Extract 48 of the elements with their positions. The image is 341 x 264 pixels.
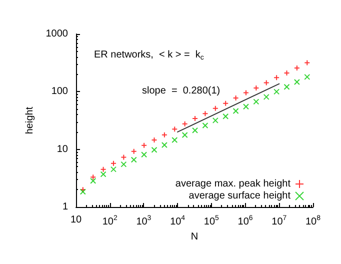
point — [182, 120, 188, 127]
point — [161, 142, 168, 148]
point — [222, 100, 229, 106]
point — [294, 79, 300, 86]
point — [130, 156, 137, 163]
point — [253, 98, 260, 105]
point — [202, 122, 208, 128]
point — [100, 171, 106, 178]
legend-label: average surface height — [188, 190, 291, 202]
point — [141, 152, 148, 158]
point — [110, 160, 116, 166]
point — [130, 148, 137, 154]
point — [304, 60, 310, 66]
point — [222, 113, 229, 120]
point — [242, 104, 249, 110]
point — [172, 137, 178, 144]
point — [172, 126, 178, 132]
point — [161, 132, 168, 138]
point — [120, 161, 127, 168]
x-axis-title: N — [190, 231, 198, 242]
y-tick-label: 10 — [56, 144, 68, 155]
point — [90, 174, 96, 180]
point — [274, 88, 280, 95]
point — [284, 84, 290, 90]
y-tick-label: 1000 — [46, 28, 68, 40]
point — [141, 142, 148, 148]
point — [110, 166, 116, 172]
point — [304, 74, 310, 80]
point — [242, 90, 249, 96]
point — [263, 94, 270, 100]
point — [182, 132, 188, 138]
point — [274, 74, 280, 81]
point — [192, 127, 198, 134]
point — [120, 154, 127, 160]
point — [100, 166, 106, 172]
point — [232, 108, 239, 114]
point — [90, 178, 96, 184]
y-tick-label: 100 — [51, 86, 68, 98]
y-axis-title: height — [24, 106, 36, 134]
point — [212, 117, 218, 124]
point — [212, 105, 218, 112]
point — [263, 80, 270, 86]
legend-label: average max. peak height — [175, 178, 291, 190]
point — [151, 146, 158, 153]
annotation: slope = 0.280(1) — [142, 86, 220, 96]
y-tick-label: 1 — [62, 202, 68, 212]
x-tick-label: 10 — [70, 214, 82, 226]
point — [202, 110, 208, 117]
